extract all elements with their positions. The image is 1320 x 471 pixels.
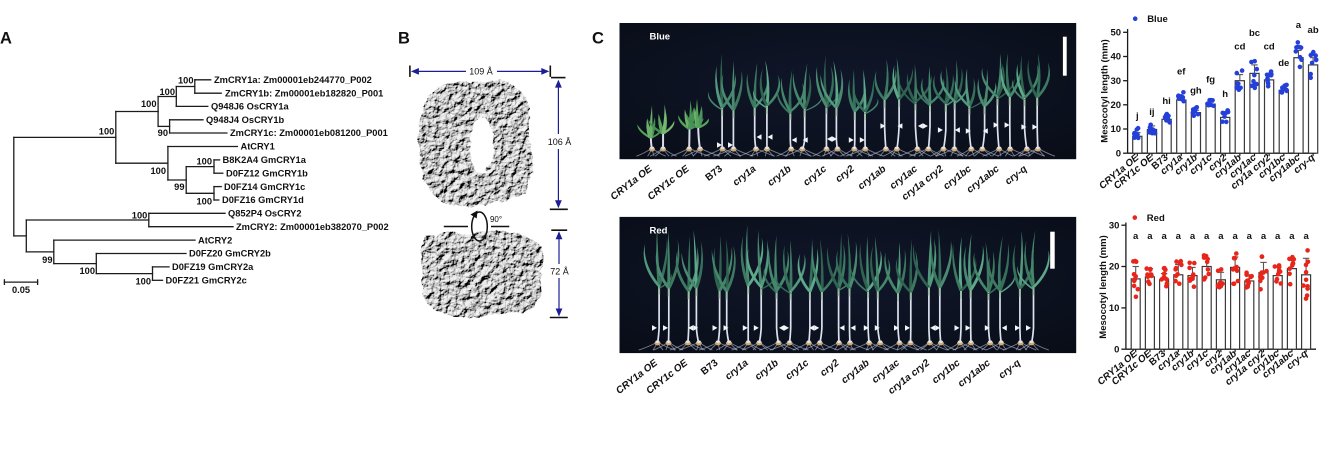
svg-text:100: 100: [150, 166, 166, 176]
svg-text:Q852P4 OsCRY2: Q852P4 OsCRY2: [228, 209, 302, 219]
svg-text:C: C: [592, 30, 604, 48]
svg-text:ZmCRY1c: Zm00001eb081200_P001: ZmCRY1c: Zm00001eb081200_P001: [230, 128, 388, 138]
svg-text:a: a: [1275, 231, 1281, 242]
svg-text:a: a: [1232, 231, 1238, 242]
svg-text:20: 20: [1109, 262, 1120, 273]
svg-text:a: a: [1218, 231, 1224, 242]
svg-text:cd: cd: [1264, 41, 1275, 52]
svg-text:fg: fg: [1206, 75, 1215, 86]
svg-text:D0FZ21 GmCRY2c: D0FZ21 GmCRY2c: [166, 276, 247, 286]
svg-text:a: a: [1261, 231, 1267, 242]
svg-text:h: h: [1222, 89, 1228, 100]
svg-text:ZmCRY1b: Zm00001eb182820_P001: ZmCRY1b: Zm00001eb182820_P001: [225, 88, 383, 98]
svg-text:D0FZ20 GmCRY2b: D0FZ20 GmCRY2b: [189, 249, 271, 259]
svg-text:100: 100: [196, 196, 212, 206]
svg-text:99: 99: [42, 255, 52, 265]
svg-text:100: 100: [196, 156, 212, 166]
svg-text:D0FZ14 GmCRY1c: D0FZ14 GmCRY1c: [224, 182, 305, 192]
svg-text:Q948J6 OsCRY1a: Q948J6 OsCRY1a: [211, 102, 290, 112]
svg-text:D0FZ12 GmCRY1b: D0FZ12 GmCRY1b: [226, 168, 308, 178]
svg-text:100: 100: [178, 75, 194, 85]
svg-text:Red: Red: [650, 225, 668, 236]
svg-text:100: 100: [135, 277, 151, 287]
svg-text:Q948J4 OsCRY1b: Q948J4 OsCRY1b: [206, 115, 285, 125]
svg-text:106 Å: 106 Å: [548, 137, 572, 147]
svg-text:a: a: [1289, 231, 1295, 242]
svg-text:Mesocotyl length (mm): Mesocotyl length (mm): [1098, 235, 1109, 338]
svg-text:10: 10: [1109, 303, 1120, 314]
svg-text:D0FZ16 GmCRY1d: D0FZ16 GmCRY1d: [222, 195, 304, 205]
svg-text:a: a: [1133, 231, 1139, 242]
svg-text:ij: ij: [1149, 107, 1154, 118]
svg-text:0: 0: [1116, 148, 1121, 159]
svg-text:de: de: [1278, 58, 1289, 69]
svg-text:ab: ab: [1308, 25, 1319, 36]
svg-text:a: a: [1176, 231, 1182, 242]
svg-text:a: a: [1147, 231, 1153, 242]
svg-text:a: a: [1247, 231, 1253, 242]
svg-text:0: 0: [1114, 344, 1119, 355]
svg-text:ZmCRY2: Zm00001eb382070_P002: ZmCRY2: Zm00001eb382070_P002: [236, 222, 389, 232]
svg-text:j: j: [1135, 111, 1139, 122]
svg-text:100: 100: [132, 211, 148, 221]
svg-text:a: a: [1296, 20, 1302, 31]
svg-text:30: 30: [1109, 220, 1120, 231]
svg-text:hi: hi: [1162, 96, 1170, 107]
svg-text:ef: ef: [1177, 66, 1186, 77]
svg-text:40: 40: [1111, 52, 1122, 63]
svg-text:100: 100: [159, 87, 175, 97]
svg-text:0.05: 0.05: [12, 285, 30, 295]
svg-text:90°: 90°: [490, 215, 502, 224]
svg-text:a: a: [1161, 231, 1167, 242]
svg-text:a: a: [1204, 231, 1210, 242]
svg-text:100: 100: [79, 266, 95, 276]
svg-text:10: 10: [1111, 124, 1122, 135]
svg-text:AtCRY1: AtCRY1: [241, 142, 275, 152]
svg-text:bc: bc: [1249, 28, 1260, 39]
svg-text:90: 90: [158, 128, 168, 138]
svg-text:Mesocotyl length (mm): Mesocotyl length (mm): [1100, 39, 1111, 142]
svg-text:ZmCRY1a: Zm00001eb244770_P002: ZmCRY1a: Zm00001eb244770_P002: [214, 75, 372, 85]
svg-text:AtCRY2: AtCRY2: [198, 235, 232, 245]
svg-text:100: 100: [141, 99, 157, 109]
svg-text:B: B: [398, 30, 410, 48]
svg-text:99: 99: [174, 182, 184, 192]
svg-text:cd: cd: [1234, 41, 1245, 52]
svg-text:72 Å: 72 Å: [550, 267, 569, 277]
svg-text:20: 20: [1111, 100, 1122, 111]
svg-text:gh: gh: [1190, 86, 1202, 97]
svg-text:Red: Red: [1147, 213, 1165, 224]
svg-text:a: a: [1303, 231, 1309, 242]
svg-text:D0FZ19 GmCRY2a: D0FZ19 GmCRY2a: [172, 262, 254, 272]
svg-text:B8K2A4 GmCRY1a: B8K2A4 GmCRY1a: [223, 155, 307, 165]
svg-text:Blue: Blue: [1147, 14, 1168, 25]
svg-text:A: A: [0, 30, 12, 48]
svg-text:50: 50: [1111, 28, 1122, 39]
svg-text:a: a: [1190, 231, 1196, 242]
svg-text:100: 100: [99, 126, 115, 136]
svg-text:109 Å: 109 Å: [469, 67, 493, 77]
svg-text:Blue: Blue: [650, 32, 671, 43]
svg-text:30: 30: [1111, 76, 1122, 87]
